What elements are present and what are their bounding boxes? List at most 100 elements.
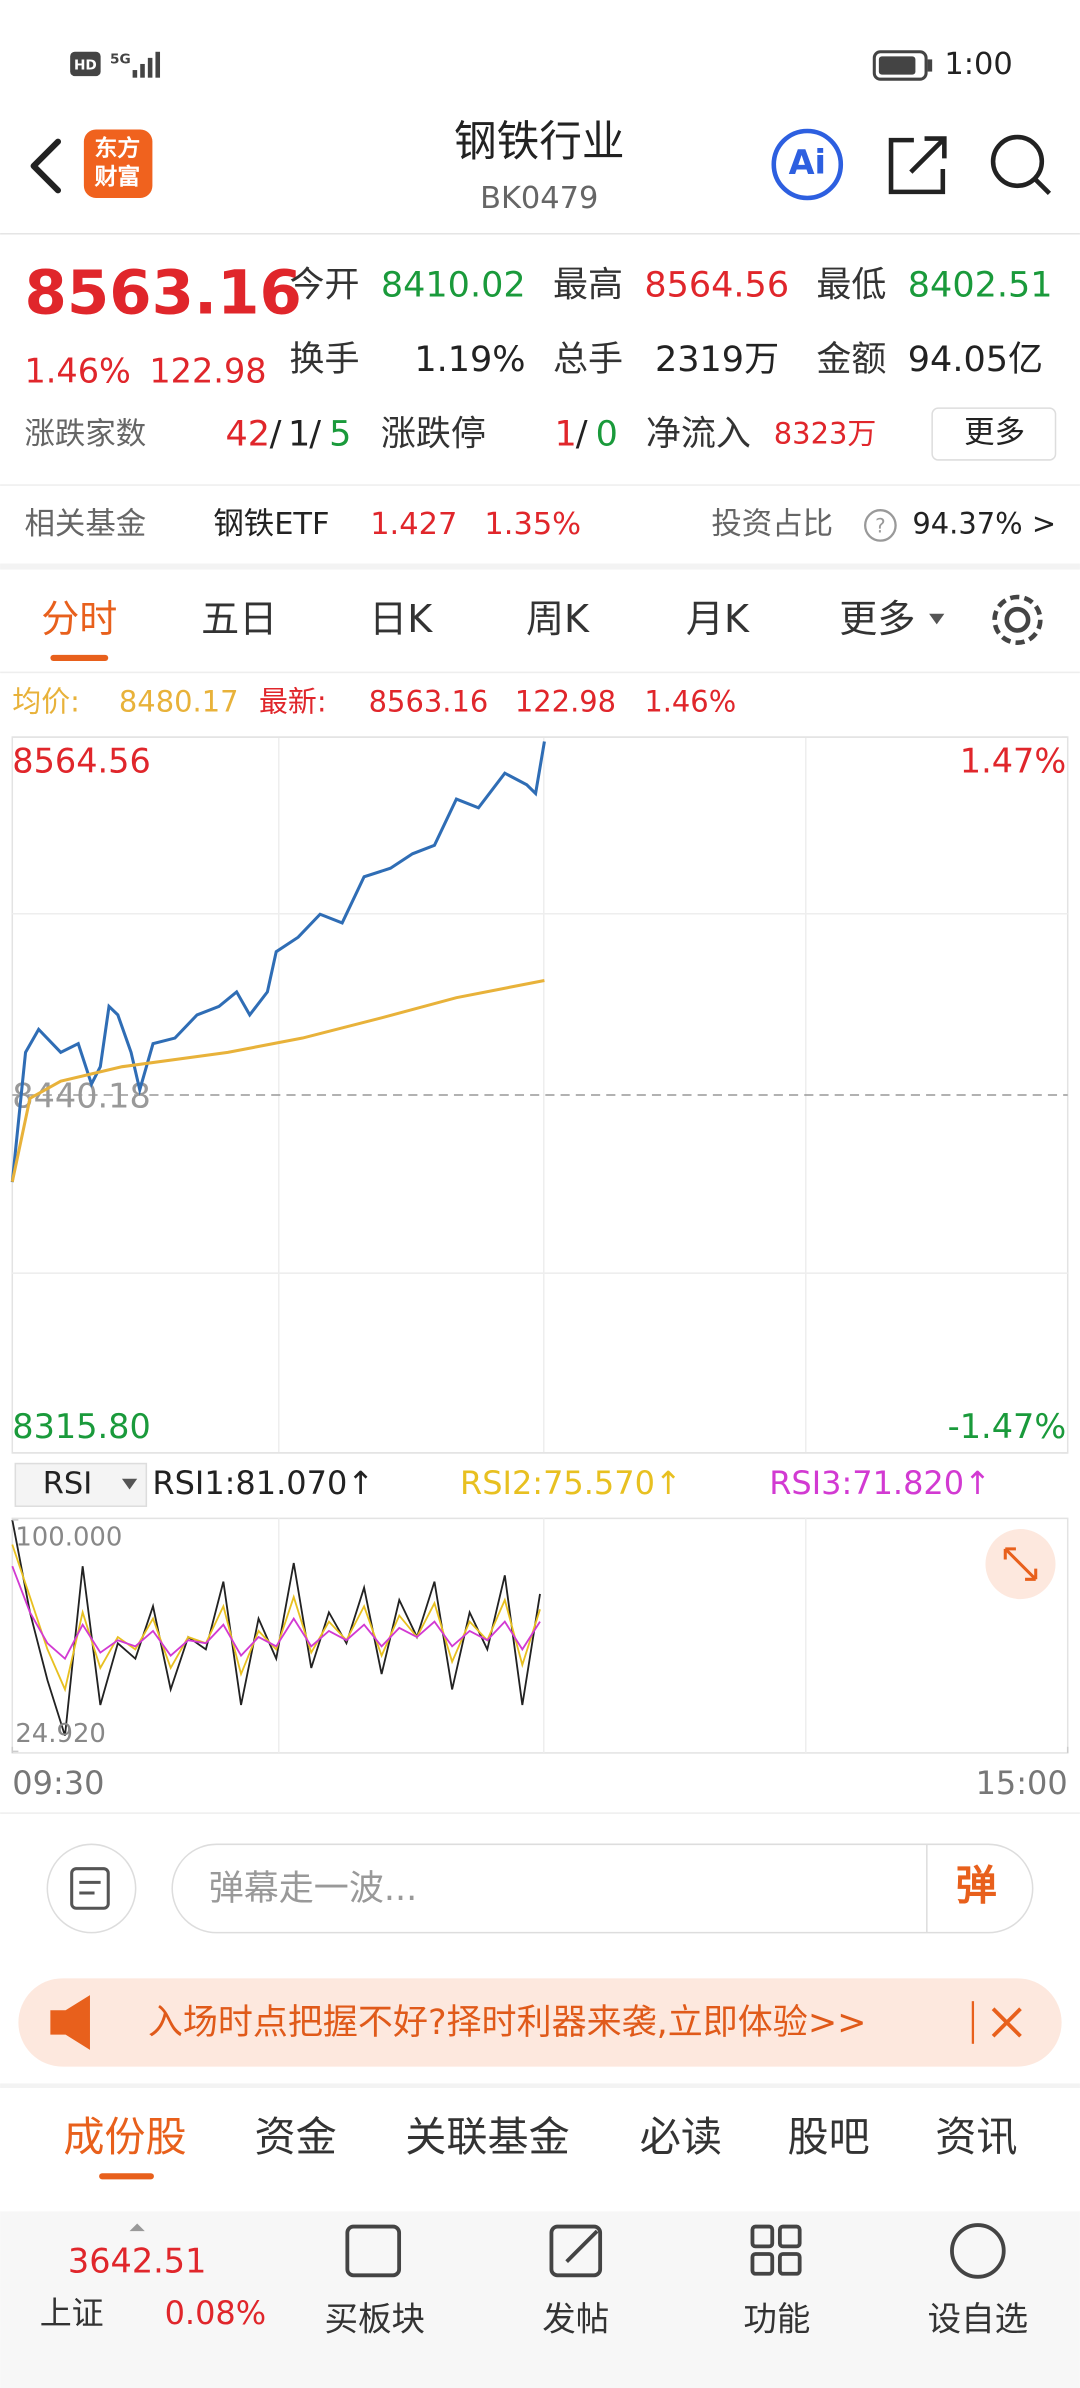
fund-label: 相关基金 [24,507,146,542]
bottom-item[interactable]: 买板块 [325,2299,426,2338]
search-button[interactable] [990,134,1052,196]
price-line [10,978,545,1183]
logo-text: 东方 [95,135,141,162]
x-tick-label: 09:30 [12,1764,104,1802]
back-button[interactable] [30,138,62,194]
ratio-label: 投资占比 [711,507,833,542]
divider [0,2083,1080,2088]
period-tab[interactable]: 月K [686,597,750,641]
period-tab[interactable]: 周K [526,597,590,641]
breadth-down: 5 [329,414,351,455]
indicator-name[interactable]: RSI [43,1466,92,1501]
more-button-text[interactable]: 更多 [964,416,1025,451]
stat-value: 94.05亿 [908,339,1043,380]
expand-button[interactable] [985,1529,1056,1600]
divider [926,1844,928,1933]
y2-tick-label: 1.47% [960,742,1066,781]
y-tick-label: 100.000 [15,1523,122,1553]
dropdown-arrow [929,613,945,625]
share-button[interactable] [888,136,947,195]
emoji-button[interactable] [46,1843,137,1934]
battery-icon [872,50,933,81]
section-tab[interactable]: 关联基金 [405,2113,569,2161]
stat-value: 8410.02 [381,264,526,305]
ai-text[interactable]: Ai [789,143,826,182]
period-tab[interactable]: 日K [369,597,433,641]
index-value: 3642.51 [68,2242,207,2281]
app-logo [83,129,153,198]
more-button[interactable] [931,407,1057,461]
index-name: 上证 [40,2294,104,2332]
limit-down: 0 [596,414,618,455]
stat-value: 2319万 [655,339,779,380]
close-banner[interactable] [991,2007,1022,2038]
logo-text: 财富 [95,164,141,191]
code: BK0479 [480,181,598,216]
legend-entry: RSI1:81.070↑ [152,1464,374,1502]
dropdown-arrow [121,1478,138,1490]
danmaku-button[interactable]: 弹 [956,1861,997,1909]
stat-value: 8564.56 [644,264,789,305]
y2-tick-label: -1.47% [948,1407,1067,1446]
bottom-item[interactable]: 功能 [743,2299,810,2338]
limit-label: 涨跌停 [381,414,486,455]
info-avg: 8480.17 [119,685,239,719]
rsi-line [11,1544,541,1693]
stat-value: 1.19% [414,339,525,380]
help-text: ? [875,514,886,537]
megaphone-icon [50,1995,90,2050]
stat-label: 最低 [816,264,886,305]
bottom-bar [0,2211,1080,2388]
section-tab[interactable]: 股吧 [787,2113,869,2161]
period-tab[interactable]: 分时 [41,597,117,641]
ratio[interactable]: 94.37% > [912,506,1056,540]
comment-input[interactable] [171,1843,1034,1934]
comment-placeholder: 弹幕走一波... [209,1868,417,1909]
info-last: 8563.16 [369,685,489,719]
section-tab[interactable]: 必读 [640,2113,722,2161]
banner[interactable] [18,1978,1062,2067]
tab-underline [99,2173,154,2180]
y-tick-label: 8564.56 [12,742,151,781]
divider [0,1812,1080,1814]
divider [0,233,1080,235]
title: 钢铁行业 [454,117,624,167]
period-tab[interactable]: 更多 [839,597,915,641]
divider [971,2001,975,2044]
section-tab[interactable]: 资金 [254,2113,336,2161]
section-tab[interactable]: 成份股 [63,2113,186,2161]
help-icon[interactable] [864,509,897,542]
inflow-label: 净流入 [646,414,751,455]
info-last-label: 最新: [259,685,327,719]
breadth-up: 42 [226,414,271,455]
price-line [10,741,546,1183]
price: 8563.16 [24,258,301,329]
info-change: 122.98 [515,685,616,719]
separator: / [576,414,588,455]
stat-label: 今开 [289,264,359,305]
rsi-line [11,1565,541,1661]
fund-name[interactable]: 钢铁ETF [213,507,329,542]
indicator-select[interactable] [14,1462,148,1507]
fund-change: 1.35% [484,507,581,542]
divider [0,671,1080,674]
period-tab[interactable]: 五日 [201,597,277,641]
bottom-item[interactable]: 发帖 [542,2299,609,2338]
hd-text: HD [74,57,97,73]
separator: / [309,414,321,455]
legend-entry: RSI2:75.570↑ [460,1464,682,1502]
bottom-icons [345,2223,1006,2279]
stat-label: 换手 [289,339,359,380]
limit-up: 1 [554,414,576,455]
bottom-item[interactable]: 设自选 [928,2299,1029,2338]
legend-entry: RSI3:71.820↑ [769,1464,991,1502]
tab-underline [50,654,109,661]
ai-button[interactable] [771,128,844,201]
divider [0,484,1080,486]
section-tab[interactable]: 资讯 [935,2113,1017,2161]
stat-value: 8402.51 [908,264,1053,305]
breadth-label: 涨跌家数 [24,417,146,452]
index-pct: 0.08% [165,2294,267,2332]
